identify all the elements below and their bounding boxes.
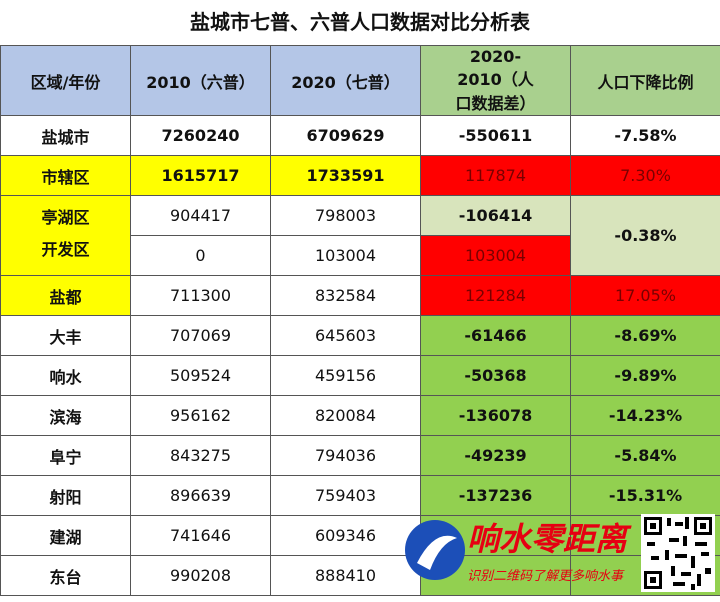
cell: 121284	[421, 276, 571, 316]
watermark-name: 响水零距离	[467, 520, 632, 558]
cell: 1615717	[131, 156, 271, 196]
cell: -50368	[421, 356, 571, 396]
cell: -5.84%	[571, 436, 720, 476]
cell: -49239	[421, 436, 571, 476]
cell: 0	[131, 236, 271, 276]
cell: 7.30%	[571, 156, 720, 196]
watermark-graphic: 响水零距离 识别二维码了解更多响水事	[395, 508, 720, 598]
cell: 990208	[131, 556, 271, 596]
header: 2010（六普）	[131, 46, 271, 116]
cell: -7.58%	[571, 116, 720, 156]
cell: -0.38%	[571, 196, 720, 276]
cell: 17.05%	[571, 276, 720, 316]
cell: 阜宁	[1, 436, 131, 476]
row: 盐都 711300 832584 121284 17.05%	[1, 276, 720, 316]
cell: 7260240	[131, 116, 271, 156]
cell: 798003	[271, 196, 421, 236]
cell: 741646	[131, 516, 271, 556]
cell: 市辖区	[1, 156, 131, 196]
cell: 1733591	[271, 156, 421, 196]
cell: 956162	[131, 396, 271, 436]
cell: 904417	[131, 196, 271, 236]
cell: -8.69%	[571, 316, 720, 356]
cell: 103004	[421, 236, 571, 276]
cell: 亭湖区 开发区	[1, 196, 131, 276]
cell: -136078	[421, 396, 571, 436]
cell: 509524	[131, 356, 271, 396]
header: 人口下降比例	[571, 46, 720, 116]
row: 市辖区 1615717 1733591 117874 7.30%	[1, 156, 720, 196]
cell: 103004	[271, 236, 421, 276]
header: 2020（七普）	[271, 46, 421, 116]
cell: 建湖	[1, 516, 131, 556]
row: 亭湖区 开发区 904417 798003 -106414 -0.38%	[1, 196, 720, 236]
cell: -14.23%	[571, 396, 720, 436]
cell: 794036	[271, 436, 421, 476]
cell: 896639	[131, 476, 271, 516]
header: 区域/年份	[1, 46, 131, 116]
cell-text: 开发区	[1, 236, 130, 272]
cell: 711300	[131, 276, 271, 316]
cell: 843275	[131, 436, 271, 476]
cell: 盐城市	[1, 116, 131, 156]
cell: 盐都	[1, 276, 131, 316]
cell: 820084	[271, 396, 421, 436]
cell-text: 亭湖区	[1, 200, 130, 236]
header: 2020-2010（人口数据差）	[421, 46, 571, 116]
cell: -106414	[421, 196, 571, 236]
cell: 707069	[131, 316, 271, 356]
cell: 645603	[271, 316, 421, 356]
cell: 大丰	[1, 316, 131, 356]
cell: 6709629	[271, 116, 421, 156]
title: 盐城市七普、六普人口数据对比分析表	[0, 0, 720, 45]
cell: 117874	[421, 156, 571, 196]
cell: 滨海	[1, 396, 131, 436]
watermark-caption: 识别二维码了解更多响水事	[467, 569, 625, 584]
header-row: 区域/年份 2010（六普） 2020（七普） 2020-2010（人口数据差）…	[1, 46, 720, 116]
cell: 东台	[1, 556, 131, 596]
cell: 459156	[271, 356, 421, 396]
cell: -9.89%	[571, 356, 720, 396]
cell: 响水	[1, 356, 131, 396]
watermark: 响水零距离 识别二维码了解更多响水事	[395, 508, 720, 598]
cell: -550611	[421, 116, 571, 156]
cell: 射阳	[1, 476, 131, 516]
cell: 832584	[271, 276, 421, 316]
cell: -61466	[421, 316, 571, 356]
row: 盐城市 7260240 6709629 -550611 -7.58%	[1, 116, 720, 156]
